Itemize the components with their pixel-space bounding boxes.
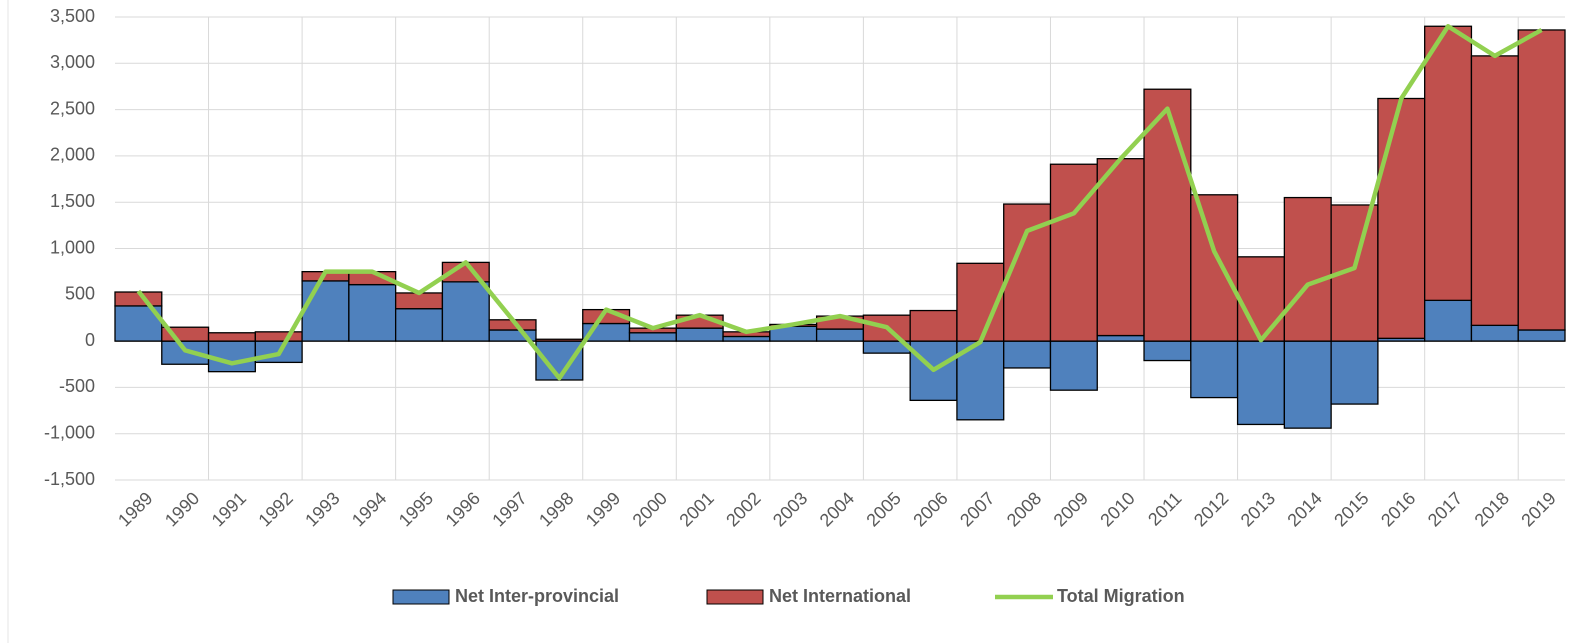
x-tick-label: 2012: [1190, 488, 1232, 530]
x-tick-label: 1999: [582, 488, 624, 530]
x-tick-label: 2004: [816, 488, 858, 530]
x-tick-label: 2000: [629, 488, 671, 530]
legend-label: Total Migration: [1057, 586, 1185, 606]
x-tick-label: 1991: [208, 488, 250, 530]
bar: [1283, 196, 1332, 342]
bar: [1143, 340, 1192, 362]
y-tick-label: 3,000: [50, 52, 95, 72]
bar: [1517, 329, 1566, 342]
x-tick-label: 2016: [1377, 488, 1419, 530]
bar: [1470, 55, 1519, 327]
x-tick-label: 1995: [395, 488, 437, 530]
bar: [1470, 324, 1519, 342]
bar: [1190, 340, 1239, 399]
bar: [394, 292, 444, 310]
x-tick-label: 1996: [442, 488, 484, 530]
y-tick-label: 0: [85, 330, 95, 350]
y-tick-label: 2,500: [50, 98, 95, 118]
bar: [815, 328, 865, 342]
bar: [1424, 25, 1473, 302]
x-tick-label: 2018: [1471, 488, 1513, 530]
x-tick-label: 1997: [488, 488, 530, 530]
y-tick-label: -1,500: [44, 469, 95, 489]
bar: [207, 332, 256, 342]
bar: [207, 340, 256, 373]
bar: [1236, 256, 1286, 342]
x-tick-label: 1998: [535, 488, 577, 530]
x-tick-label: 2001: [675, 488, 717, 530]
x-tick-label: 2005: [863, 488, 905, 530]
bar: [441, 281, 490, 342]
bar: [1330, 340, 1379, 405]
y-tick-label: 1,500: [50, 191, 95, 211]
x-tick-label: 2008: [1003, 488, 1045, 530]
x-tick-label: 2010: [1096, 488, 1138, 530]
bar: [1096, 158, 1145, 337]
bar: [1236, 340, 1286, 426]
bar: [348, 283, 397, 342]
y-tick-label: 2,000: [50, 145, 95, 165]
legend-label: Net Inter-provincial: [455, 586, 619, 606]
bar: [1143, 88, 1192, 342]
bar: [1190, 194, 1239, 342]
bar: [909, 309, 958, 342]
x-tick-label: 2017: [1424, 488, 1466, 530]
x-tick-label: 2014: [1283, 488, 1325, 530]
bar: [956, 340, 1005, 421]
legend-swatch: [706, 589, 764, 605]
x-tick-label: 1993: [301, 488, 343, 530]
bar: [1003, 340, 1052, 369]
legend-label: Net International: [769, 586, 911, 606]
bar: [1283, 340, 1332, 429]
bar: [301, 280, 350, 342]
x-tick-label: 2019: [1517, 488, 1559, 530]
y-tick-label: -500: [59, 376, 95, 396]
line: [136, 24, 1543, 381]
bar: [1377, 97, 1426, 339]
x-tick-label: 1989: [114, 488, 156, 530]
y-tick-label: 500: [65, 284, 95, 304]
bar: [254, 331, 303, 342]
x-tick-label: 2013: [1237, 488, 1279, 530]
y-tick-label: 3,500: [50, 6, 95, 26]
x-tick-label: 2002: [722, 488, 764, 530]
x-tick-label: 2009: [1050, 488, 1092, 530]
bar: [675, 327, 724, 342]
x-tick-label: 2011: [1144, 488, 1186, 530]
y-tick-label: 1,000: [50, 237, 95, 257]
bar: [1049, 340, 1098, 391]
x-tick-label: 1990: [161, 488, 203, 530]
bar: [394, 308, 444, 342]
x-tick-label: 1992: [254, 488, 296, 530]
x-tick-label: 2007: [956, 488, 998, 530]
bar: [1424, 299, 1473, 342]
x-tick-label: 2006: [909, 488, 951, 530]
bar: [1096, 334, 1145, 342]
x-tick-label: 1994: [348, 488, 390, 530]
y-tick-label: -1,000: [44, 422, 95, 442]
bar: [628, 332, 677, 342]
bar: [1517, 29, 1566, 331]
legend-swatch: [392, 589, 450, 605]
bar: [722, 335, 771, 342]
x-tick-label: 2015: [1330, 488, 1372, 530]
x-tick-label: 2003: [769, 488, 811, 530]
